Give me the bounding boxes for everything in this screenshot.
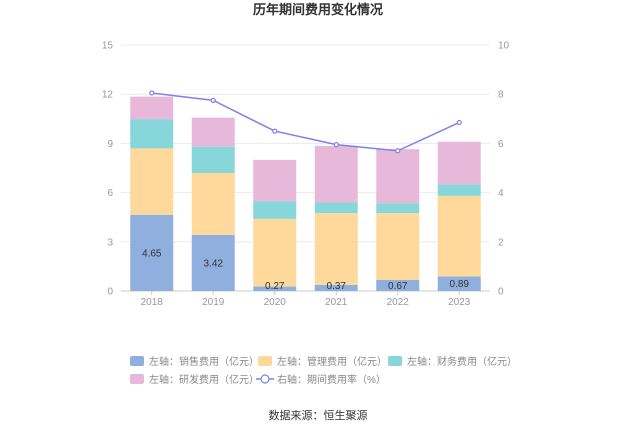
bar-segment xyxy=(130,148,174,215)
bar-segment xyxy=(376,280,420,291)
line-point xyxy=(210,97,216,103)
bar-segment xyxy=(314,202,358,214)
legend-item[interactable]: 左轴：研发费用（亿元） xyxy=(130,373,259,386)
x-tick-label: 2022 xyxy=(387,297,410,308)
bar-segment xyxy=(437,276,481,291)
legend-label: 左轴：管理费用（亿元） xyxy=(277,355,387,368)
left-tick-label: 9 xyxy=(107,139,113,150)
line-point xyxy=(395,148,401,154)
bar-segment xyxy=(314,145,358,203)
legend-item[interactable]: 右轴：期间费用率（%） xyxy=(256,373,386,386)
source-note: 数据来源：恒生聚源 xyxy=(269,408,368,422)
data-label: 0.89 xyxy=(450,279,470,290)
line-point xyxy=(333,142,339,148)
bar-segment xyxy=(437,195,481,277)
right-tick-label: 10 xyxy=(498,41,510,52)
bar-segment xyxy=(253,286,297,291)
bar-segment xyxy=(191,117,235,147)
x-tick-label: 2023 xyxy=(448,297,471,308)
right-tick-label: 4 xyxy=(498,188,504,199)
left-tick-label: 3 xyxy=(107,237,113,248)
right-tick-label: 6 xyxy=(498,139,504,150)
legend: 左轴：销售费用（亿元） 左轴：管理费用（亿元） 左轴：财务费用（亿元） 左轴：研发费用… xyxy=(130,355,517,386)
legend-item[interactable]: 左轴：销售费用（亿元） xyxy=(130,355,259,368)
line-series xyxy=(149,90,462,154)
legend-swatch xyxy=(258,356,272,366)
line-point xyxy=(272,128,278,134)
x-tick-label: 2020 xyxy=(264,297,287,308)
right-axis: 0 2 4 6 8 10 xyxy=(498,41,510,298)
bar-segment xyxy=(191,234,235,291)
data-label: 0.37 xyxy=(327,281,347,292)
left-tick-label: 0 xyxy=(107,287,113,298)
data-label: 0.27 xyxy=(265,281,285,292)
bar-segment xyxy=(376,213,420,281)
line-path xyxy=(151,92,460,152)
line-point xyxy=(149,90,155,96)
legend-item[interactable]: 左轴：财务费用（亿元） xyxy=(388,355,517,368)
bar-segment xyxy=(130,214,174,291)
bar-segment xyxy=(191,146,235,173)
left-tick-label: 15 xyxy=(102,41,114,52)
bar-segment xyxy=(314,284,358,291)
legend-item[interactable]: 左轴：管理费用（亿元） xyxy=(258,355,387,368)
legend-label: 右轴：期间费用率（%） xyxy=(277,373,386,386)
bar-segment xyxy=(314,213,358,285)
legend-marker xyxy=(260,374,270,384)
right-tick-label: 8 xyxy=(498,90,504,101)
bar-segment xyxy=(376,149,420,204)
left-tick-label: 6 xyxy=(107,188,113,199)
left-tick-label: 12 xyxy=(102,90,114,101)
legend-swatch xyxy=(388,356,402,366)
bar-segment xyxy=(191,172,235,235)
legend-swatch xyxy=(130,374,144,384)
bar-segment xyxy=(130,96,174,120)
data-label: 4.65 xyxy=(142,248,162,259)
legend-label: 左轴：销售费用（亿元） xyxy=(149,355,259,368)
data-label: 3.42 xyxy=(204,258,224,269)
chart-title: 历年期间费用变化情况 xyxy=(253,2,383,17)
bar-segment xyxy=(437,184,481,196)
bar-segment xyxy=(437,141,481,185)
legend-label: 左轴：研发费用（亿元） xyxy=(149,373,259,386)
bar-segment xyxy=(253,201,297,219)
x-tick-label: 2018 xyxy=(141,297,164,308)
data-labels: 4.65 3.42 0.27 0.37 0.67 0.89 xyxy=(142,248,469,292)
bars xyxy=(130,96,481,291)
bar-segment xyxy=(253,159,297,202)
bar-segment xyxy=(376,203,420,214)
right-tick-label: 2 xyxy=(498,237,504,248)
legend-swatch xyxy=(130,356,144,366)
left-axis: 0 3 6 9 12 15 xyxy=(102,41,114,298)
line-point xyxy=(456,119,462,126)
gridlines xyxy=(121,44,490,292)
x-tick-label: 2019 xyxy=(202,297,225,308)
x-axis: 2018 2019 2020 2021 2022 2023 xyxy=(141,291,471,308)
right-tick-label: 0 xyxy=(498,287,504,298)
bar-segment xyxy=(130,119,174,149)
legend-label: 左轴：财务费用（亿元） xyxy=(407,355,517,368)
x-tick-label: 2021 xyxy=(325,297,348,308)
bar-segment xyxy=(253,218,297,287)
data-label: 0.67 xyxy=(388,281,408,292)
